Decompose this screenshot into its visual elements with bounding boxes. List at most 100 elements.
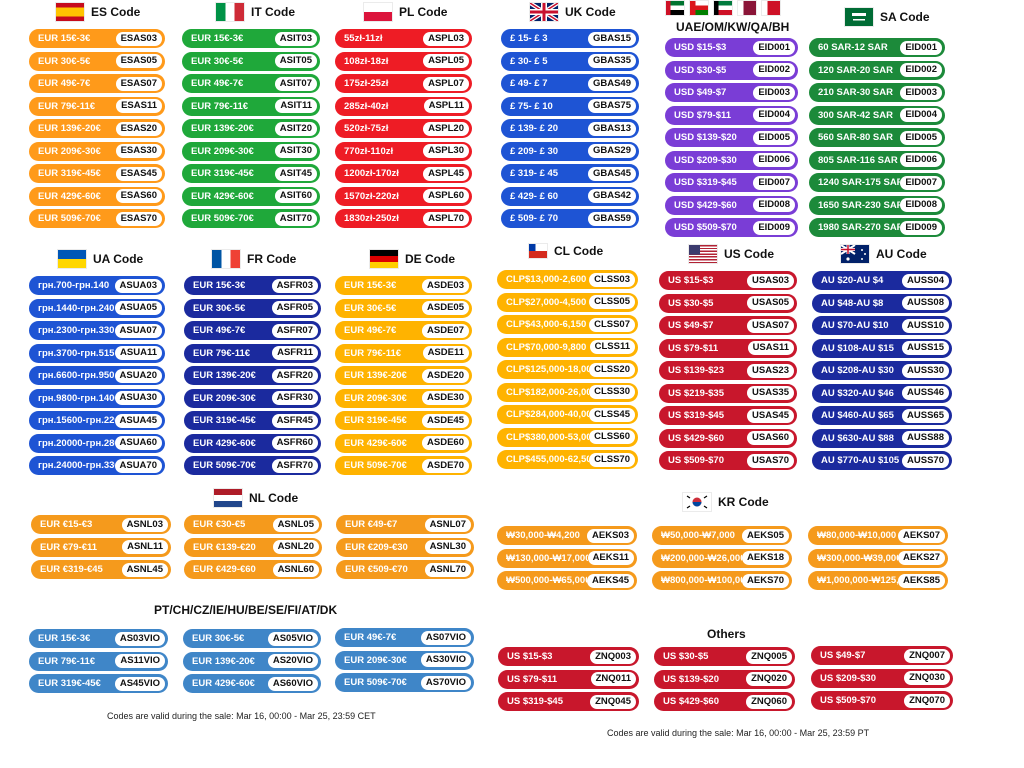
coupon-code[interactable]: USAS45 bbox=[747, 408, 794, 423]
coupon-code[interactable]: ASFR03 bbox=[271, 278, 318, 293]
coupon-code[interactable]: AUSS46 bbox=[902, 386, 949, 400]
coupon-code[interactable]: AEKS07 bbox=[898, 528, 945, 543]
coupon-code[interactable]: GBAS45 bbox=[587, 166, 636, 181]
coupon-code[interactable]: ESAS30 bbox=[115, 144, 162, 158]
coupon-code[interactable]: EID004 bbox=[753, 108, 795, 122]
coupon-code[interactable]: ASNL45 bbox=[121, 562, 168, 577]
coupon-code[interactable]: EID002 bbox=[900, 63, 942, 77]
coupon-code[interactable]: USAS23 bbox=[747, 363, 794, 378]
coupon-code[interactable]: ASFR11 bbox=[272, 346, 318, 360]
coupon-code[interactable]: ASNL30 bbox=[424, 540, 471, 554]
coupon-code[interactable]: ASDE07 bbox=[422, 323, 469, 338]
coupon-code[interactable]: EID007 bbox=[753, 175, 795, 190]
coupon-code[interactable]: USAS60 bbox=[747, 431, 794, 445]
coupon-code[interactable]: AEKS70 bbox=[742, 573, 789, 588]
coupon-code[interactable]: AS60VIO bbox=[267, 676, 318, 691]
coupon-code[interactable]: AEKS03 bbox=[587, 528, 634, 543]
coupon-code[interactable]: ASIT60 bbox=[274, 189, 317, 203]
coupon-code[interactable]: ZNQ005 bbox=[746, 649, 792, 664]
coupon-code[interactable]: ESAS60 bbox=[115, 189, 162, 203]
coupon-code[interactable]: EID003 bbox=[900, 85, 942, 100]
coupon-code[interactable]: ASUA60 bbox=[114, 436, 162, 450]
coupon-code[interactable]: EID008 bbox=[900, 198, 942, 212]
coupon-code[interactable]: ESAS20 bbox=[115, 121, 162, 136]
coupon-code[interactable]: ESAS07 bbox=[115, 76, 162, 91]
coupon-code[interactable]: AS30VIO bbox=[420, 653, 471, 667]
coupon-code[interactable]: ASDE45 bbox=[422, 413, 469, 428]
coupon-code[interactable]: ASDE60 bbox=[422, 436, 469, 450]
coupon-code[interactable]: ASDE30 bbox=[422, 391, 469, 405]
coupon-code[interactable]: ASDE70 bbox=[422, 458, 469, 473]
coupon-code[interactable]: AS03VIO bbox=[114, 631, 165, 646]
coupon-code[interactable]: AEKS27 bbox=[898, 551, 945, 565]
coupon-code[interactable]: AS45VIO bbox=[114, 676, 165, 691]
coupon-code[interactable]: AS07VIO bbox=[420, 630, 471, 645]
coupon-code[interactable]: ESAS11 bbox=[116, 99, 162, 113]
coupon-code[interactable]: ASUA03 bbox=[114, 278, 162, 293]
coupon-code[interactable]: EID009 bbox=[900, 220, 942, 235]
coupon-code[interactable]: CLSS05 bbox=[589, 295, 635, 309]
coupon-code[interactable]: EID006 bbox=[900, 153, 942, 167]
coupon-code[interactable]: ASUA20 bbox=[114, 368, 162, 383]
coupon-code[interactable]: ASUA07 bbox=[114, 323, 162, 338]
coupon-code[interactable]: ASPL60 bbox=[423, 189, 469, 203]
coupon-code[interactable]: ASUA30 bbox=[114, 391, 162, 405]
coupon-code[interactable]: USAS35 bbox=[747, 386, 794, 400]
coupon-code[interactable]: ZNQ070 bbox=[904, 693, 950, 708]
coupon-code[interactable]: ZNQ011 bbox=[590, 672, 636, 686]
coupon-code[interactable]: ASNL07 bbox=[424, 517, 471, 532]
coupon-code[interactable]: ZNQ030 bbox=[904, 671, 950, 685]
coupon-code[interactable]: ASNL05 bbox=[272, 517, 319, 532]
coupon-code[interactable]: ASPL45 bbox=[423, 166, 469, 181]
coupon-code[interactable]: CLSS03 bbox=[589, 272, 635, 287]
coupon-code[interactable]: GBAS49 bbox=[587, 76, 636, 91]
coupon-code[interactable]: ESAS70 bbox=[115, 211, 162, 226]
coupon-code[interactable]: AEKS85 bbox=[898, 573, 945, 588]
coupon-code[interactable]: ZNQ060 bbox=[746, 694, 792, 709]
coupon-code[interactable]: AUSS08 bbox=[902, 296, 949, 310]
coupon-code[interactable]: ASFR60 bbox=[271, 436, 318, 450]
coupon-code[interactable]: AEKS18 bbox=[742, 551, 789, 565]
coupon-code[interactable]: GBAS42 bbox=[587, 189, 636, 203]
coupon-code[interactable]: ASPL11 bbox=[423, 99, 469, 113]
coupon-code[interactable]: ASIT30 bbox=[274, 144, 317, 158]
coupon-code[interactable]: AUSS10 bbox=[902, 318, 949, 333]
coupon-code[interactable]: ZNQ007 bbox=[904, 648, 950, 663]
coupon-code[interactable]: ASNL70 bbox=[424, 562, 471, 577]
coupon-code[interactable]: ASIT03 bbox=[274, 31, 317, 46]
coupon-code[interactable]: EID004 bbox=[900, 108, 942, 122]
coupon-code[interactable]: ASIT45 bbox=[274, 166, 317, 181]
coupon-code[interactable]: ASIT70 bbox=[274, 211, 317, 226]
coupon-code[interactable]: ZNQ020 bbox=[746, 672, 792, 686]
coupon-code[interactable]: ASDE11 bbox=[422, 346, 469, 360]
coupon-code[interactable]: EID001 bbox=[753, 40, 795, 55]
coupon-code[interactable]: ASNL60 bbox=[272, 562, 319, 577]
coupon-code[interactable]: AEKS11 bbox=[587, 551, 634, 565]
coupon-code[interactable]: AS11VIO bbox=[115, 654, 165, 668]
coupon-code[interactable]: ASPL30 bbox=[423, 144, 469, 158]
coupon-code[interactable]: GBAS35 bbox=[587, 54, 636, 68]
coupon-code[interactable]: ASIT07 bbox=[274, 76, 317, 91]
coupon-code[interactable]: ASUA11 bbox=[115, 346, 162, 360]
coupon-code[interactable]: AUSS88 bbox=[902, 431, 949, 445]
coupon-code[interactable]: AEKS45 bbox=[587, 573, 634, 588]
coupon-code[interactable]: ASFR07 bbox=[271, 323, 318, 338]
coupon-code[interactable]: ASIT05 bbox=[274, 54, 317, 68]
coupon-code[interactable]: ASFR70 bbox=[271, 458, 318, 473]
coupon-code[interactable]: AEKS05 bbox=[742, 528, 789, 543]
coupon-code[interactable]: GBAS15 bbox=[587, 31, 636, 46]
coupon-code[interactable]: ASFR20 bbox=[271, 368, 318, 383]
coupon-code[interactable]: ASFR05 bbox=[271, 301, 318, 315]
coupon-code[interactable]: ASPL05 bbox=[423, 54, 469, 68]
coupon-code[interactable]: EID005 bbox=[900, 130, 942, 145]
coupon-code[interactable]: ASFR45 bbox=[271, 413, 318, 428]
coupon-code[interactable]: USAS07 bbox=[747, 318, 794, 333]
coupon-code[interactable]: CLSS45 bbox=[589, 407, 635, 422]
coupon-code[interactable]: EID007 bbox=[900, 175, 942, 190]
coupon-code[interactable]: AUSS30 bbox=[902, 363, 949, 378]
coupon-code[interactable]: EID006 bbox=[753, 153, 795, 167]
coupon-code[interactable]: ASPL03 bbox=[423, 31, 469, 46]
coupon-code[interactable]: ASDE20 bbox=[422, 368, 469, 383]
coupon-code[interactable]: GBAS59 bbox=[587, 211, 636, 226]
coupon-code[interactable]: AUSS04 bbox=[902, 273, 949, 288]
